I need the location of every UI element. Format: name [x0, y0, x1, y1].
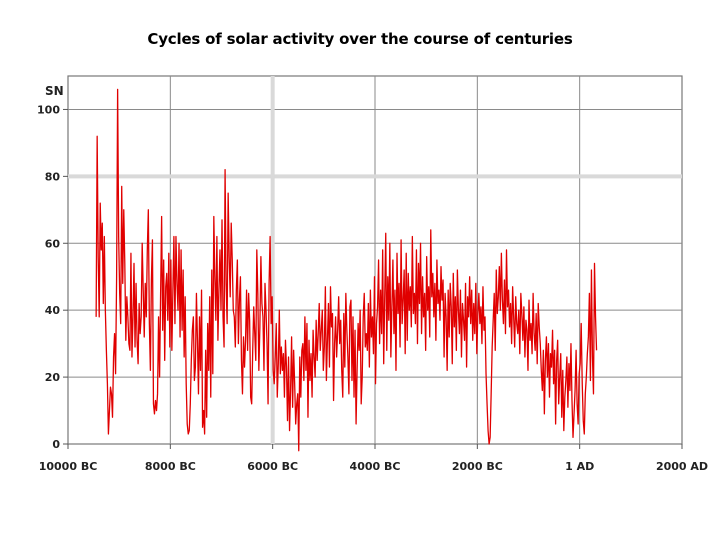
x-tick-label: 8000 BC	[145, 460, 196, 473]
y-tick-label: 0	[52, 438, 60, 451]
x-axis-ticks: 10000 BC 8000 BC 6000 BC 4000 BC 2000 BC 1 AD…	[39, 444, 708, 473]
highlight-lines	[68, 76, 682, 444]
y-axis-ticks: 0 20 40 60 80 100	[37, 103, 68, 451]
x-tick-label: 1 AD	[565, 460, 594, 473]
x-tick-label: 10000 BC	[39, 460, 98, 473]
y-tick-label: 20	[45, 371, 61, 384]
y-tick-label: 60	[45, 237, 61, 250]
series-sn	[95, 88, 598, 452]
series-line	[95, 88, 598, 452]
y-tick-label: 80	[45, 170, 61, 183]
y-axis-label: SN	[45, 84, 64, 98]
x-tick-label: 6000 BC	[247, 460, 298, 473]
y-tick-label: 40	[45, 304, 61, 317]
x-tick-label: 2000 AD	[656, 460, 708, 473]
x-tick-label: 4000 BC	[350, 460, 401, 473]
x-tick-label: 2000 BC	[452, 460, 503, 473]
y-tick-label: 100	[37, 103, 60, 116]
slide-title: Cycles of solar activity over the course…	[147, 30, 573, 48]
